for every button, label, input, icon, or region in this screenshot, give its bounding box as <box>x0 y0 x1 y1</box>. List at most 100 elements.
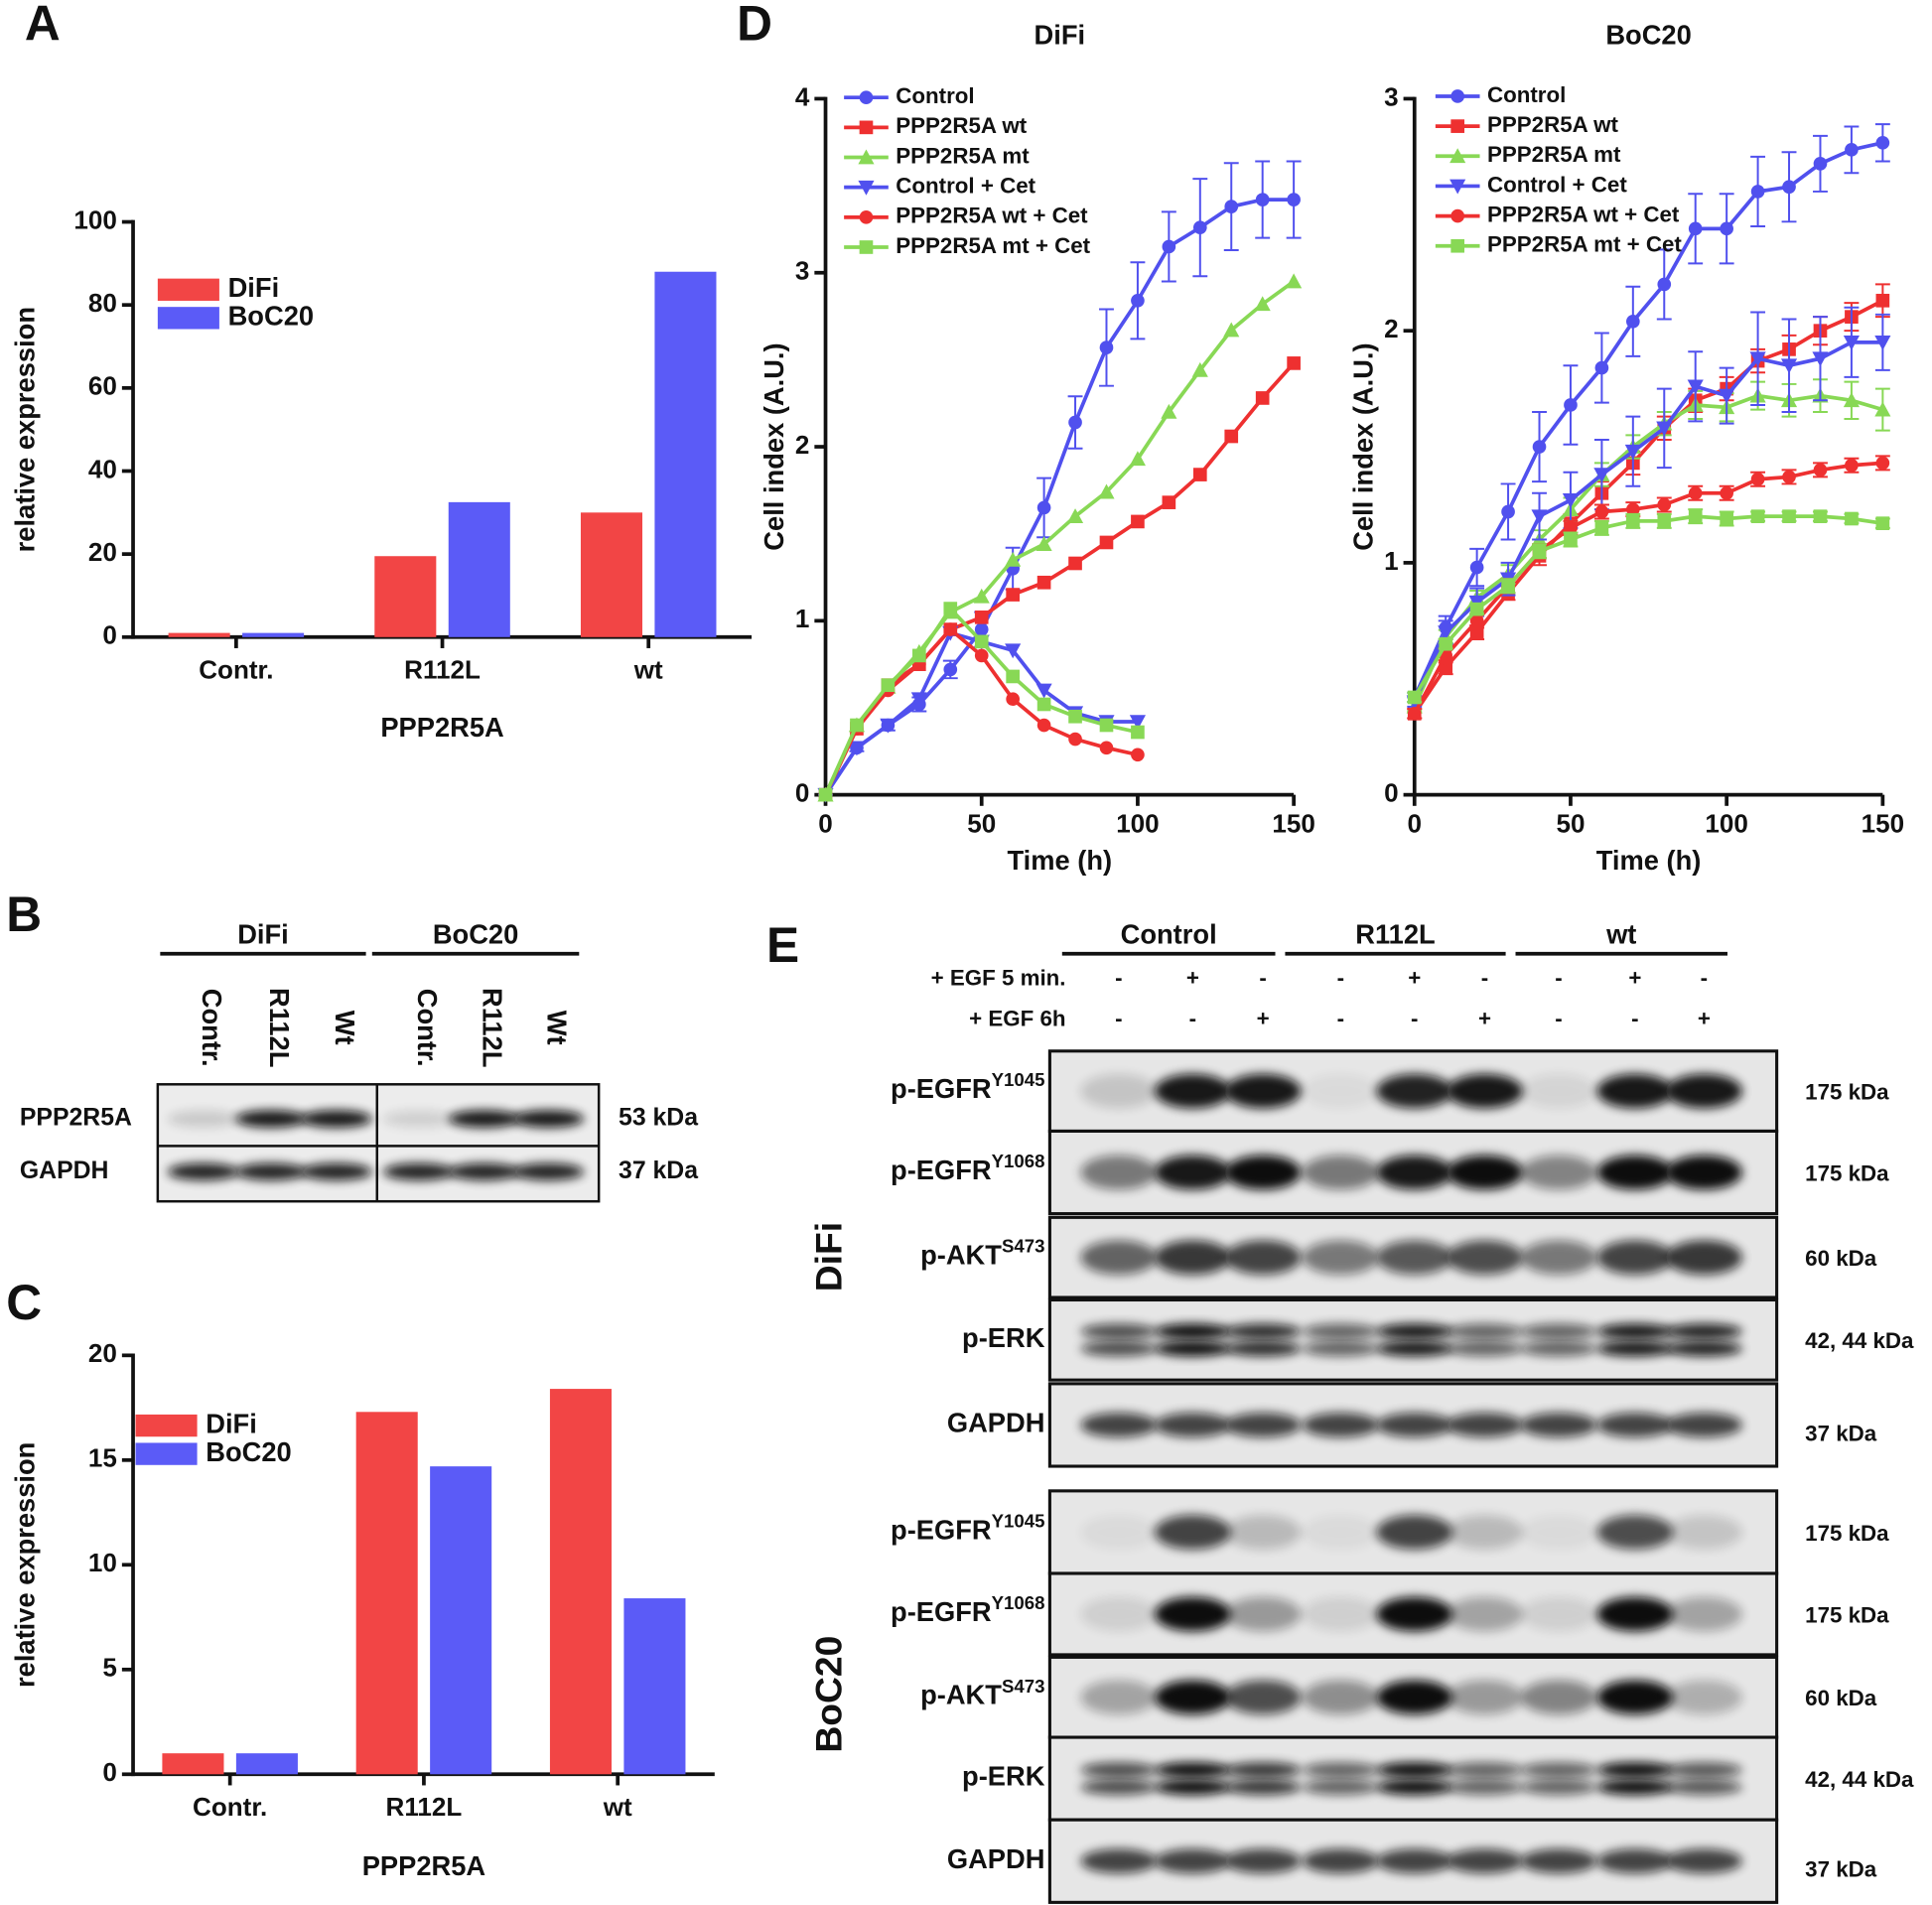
marker <box>1594 360 1609 375</box>
blot-band <box>1665 1240 1742 1276</box>
blot-band <box>1520 1413 1597 1437</box>
series-line <box>1413 141 1883 699</box>
group-label: R112L <box>1355 919 1435 950</box>
marker <box>1223 322 1240 338</box>
blot-band <box>1154 1680 1231 1715</box>
y-tick-label: 100 <box>73 204 116 234</box>
series-line <box>1413 393 1883 708</box>
size-label: 175 kDa <box>1805 1521 1889 1546</box>
row-label-main: p-EGFR <box>891 1073 992 1104</box>
x-tick-label: wt <box>633 654 663 684</box>
y-tick-label: 0 <box>795 778 810 808</box>
blot-band <box>1302 1680 1379 1715</box>
blot-band <box>1520 1340 1597 1357</box>
x-tick-label: Contr. <box>199 654 273 684</box>
marker <box>1099 718 1114 733</box>
marker <box>974 648 989 663</box>
blot-band <box>1447 1762 1523 1778</box>
blot-band <box>1080 1848 1158 1874</box>
marker <box>1036 718 1051 733</box>
blot-band <box>1520 1240 1597 1276</box>
marker <box>1469 560 1484 575</box>
row-label-sup: Y1045 <box>992 1069 1045 1090</box>
blot-band <box>1154 1323 1231 1339</box>
blot-band <box>1520 1779 1597 1796</box>
series-line <box>1413 514 1883 699</box>
blot-band <box>1302 1413 1379 1437</box>
chart-title: BoC20 <box>1605 20 1691 51</box>
marker <box>1099 535 1114 550</box>
blot-band <box>1520 1762 1597 1778</box>
marker <box>1845 143 1859 157</box>
blot-band <box>1596 1515 1674 1550</box>
row-label: p-AKTS473 <box>920 1676 1044 1710</box>
group-label: Control <box>1121 919 1217 950</box>
row-label: p-EGFRY1045 <box>891 1510 1044 1545</box>
marker <box>1562 492 1580 508</box>
legend-label: Control <box>896 83 974 108</box>
y-axis-label: Cell index (A.U.) <box>1347 342 1378 550</box>
marker <box>859 240 874 254</box>
blot-band <box>1665 1848 1742 1874</box>
marker <box>1469 602 1484 616</box>
legend-label: PPP2R5A wt <box>1487 112 1619 137</box>
panel-label: A <box>25 0 61 52</box>
blot-band <box>1224 1340 1302 1357</box>
blot-band <box>1302 1848 1379 1874</box>
legend-label: PPP2R5A mt <box>896 143 1030 168</box>
row-label: p-ERK <box>962 1322 1045 1353</box>
legend-label: Control <box>1487 82 1566 107</box>
y-tick-label: 5 <box>102 1653 116 1683</box>
group-label: BoC20 <box>433 919 518 950</box>
row-label: p-EGFRY1045 <box>891 1069 1044 1104</box>
treatment-sign: - <box>1189 1007 1196 1031</box>
blot-band <box>1154 1848 1231 1874</box>
blot-band <box>1154 1155 1231 1190</box>
marker <box>1005 551 1022 567</box>
size-label: 37 kDa <box>1805 1421 1877 1445</box>
size-label: 60 kDa <box>1805 1246 1877 1271</box>
marker <box>859 120 874 135</box>
marker <box>1449 148 1466 164</box>
blot-band <box>1376 1240 1453 1276</box>
blot-band <box>1302 1779 1379 1796</box>
blot-band <box>1447 1240 1523 1276</box>
marker <box>1068 732 1082 747</box>
marker <box>1719 388 1735 404</box>
marker <box>1131 514 1145 529</box>
blot-band <box>512 1162 585 1181</box>
blot-band <box>1596 1413 1674 1437</box>
marker <box>1875 516 1890 530</box>
y-tick-label: 0 <box>1384 778 1399 808</box>
marker <box>1750 509 1765 523</box>
blot-band <box>1447 1515 1523 1550</box>
blot-band <box>1596 1762 1674 1778</box>
bar <box>448 501 510 637</box>
y-tick-label: 40 <box>88 454 117 483</box>
marker <box>1099 741 1114 755</box>
legend-swatch <box>135 1442 198 1465</box>
y-tick-label: 4 <box>795 81 810 111</box>
marker <box>1449 179 1466 195</box>
blot-band <box>1302 1340 1379 1357</box>
series-line <box>1413 461 1883 715</box>
marker <box>1131 748 1145 762</box>
marker <box>1192 468 1207 481</box>
marker <box>1469 613 1484 628</box>
treatment-sign: - <box>1411 1007 1418 1031</box>
marker <box>1450 208 1465 223</box>
x-tick-label: 100 <box>1705 809 1747 839</box>
marker <box>1068 709 1082 724</box>
marker <box>1688 509 1703 523</box>
marker <box>1813 509 1828 523</box>
x-tick-label: 50 <box>1556 809 1585 839</box>
blot-band <box>1665 1413 1742 1437</box>
marker <box>1036 697 1051 712</box>
blot-band <box>448 1110 520 1128</box>
row-label: p-ERK <box>962 1761 1045 1792</box>
marker <box>1501 579 1515 594</box>
blot-band <box>1224 1413 1302 1437</box>
series-line <box>1413 340 1883 703</box>
row-label-sup: Y1045 <box>992 1510 1045 1531</box>
